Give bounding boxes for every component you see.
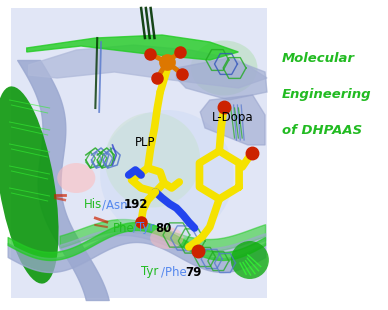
Ellipse shape xyxy=(100,110,234,240)
Text: L-Dopa: L-Dopa xyxy=(212,112,253,125)
Ellipse shape xyxy=(191,41,257,95)
Text: His: His xyxy=(84,198,102,211)
Text: PLP: PLP xyxy=(135,135,155,148)
Text: 80: 80 xyxy=(156,222,172,234)
Ellipse shape xyxy=(231,241,269,279)
Text: 79: 79 xyxy=(185,265,201,278)
Polygon shape xyxy=(29,45,267,88)
Polygon shape xyxy=(27,35,238,60)
Polygon shape xyxy=(200,95,265,145)
Text: Molecular: Molecular xyxy=(282,52,355,65)
Text: /Phe: /Phe xyxy=(161,265,187,278)
Polygon shape xyxy=(177,58,267,100)
Ellipse shape xyxy=(0,86,59,284)
Text: Phe: Phe xyxy=(113,222,134,234)
Text: 192: 192 xyxy=(124,198,149,211)
Bar xyxy=(11,8,267,298)
Text: Engineering: Engineering xyxy=(282,88,372,101)
Ellipse shape xyxy=(150,227,184,249)
Text: of DHPAAS: of DHPAAS xyxy=(282,124,362,137)
Ellipse shape xyxy=(105,113,200,207)
Text: Tyr: Tyr xyxy=(141,265,158,278)
Ellipse shape xyxy=(57,163,95,193)
Text: /Asn: /Asn xyxy=(102,198,128,211)
Text: /Tyr: /Tyr xyxy=(133,222,154,234)
